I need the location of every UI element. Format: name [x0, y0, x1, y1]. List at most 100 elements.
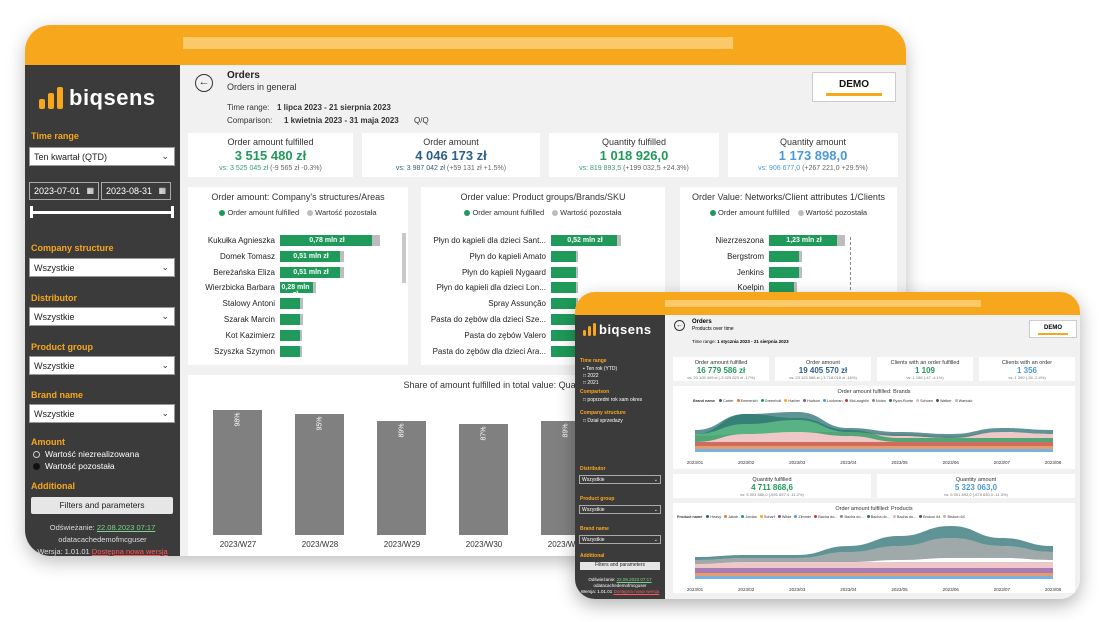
time-range-select[interactable]: Ten kwartał (QTD) ⌄	[29, 147, 175, 166]
bar-row[interactable]: Płyn do kąpieli Amato	[421, 250, 665, 263]
amount-option-remaining[interactable]: Wartość pozostała	[33, 461, 115, 471]
brand-name-select[interactable]: Wszystkie ⌄	[29, 404, 175, 423]
filters-and-parameters-button[interactable]: Filters and parameters	[580, 562, 660, 570]
legend-item[interactable]: Schoen	[913, 399, 933, 403]
product-group-select[interactable]: Wszystkie ⌄	[579, 505, 661, 514]
fulfilled-bar[interactable]	[551, 235, 617, 246]
time-range-option[interactable]: □ 2021	[583, 380, 599, 386]
remaining-bar[interactable]	[576, 282, 578, 294]
legend-item[interactable]: Emmerich	[734, 399, 758, 403]
bar-row[interactable]: Kot Kazimierz	[188, 329, 408, 342]
remaining-bar[interactable]	[576, 250, 578, 262]
back-arrow-icon[interactable]: ←	[674, 320, 685, 331]
fulfilled-bar[interactable]	[280, 314, 300, 325]
legend-item[interactable]: Harber	[781, 399, 800, 403]
panel-scrollbar[interactable]	[402, 233, 406, 283]
legend-item[interactable]: Lockman	[820, 399, 842, 403]
legend-item[interactable]: Bacha do...	[837, 515, 864, 519]
bar-row[interactable]: Płyn do kąpieli dla dzieci Sant... 0,52 m…	[421, 235, 665, 247]
remaining-bar[interactable]	[794, 282, 797, 294]
refresh-link[interactable]: 22.08.2023 07:17	[96, 523, 156, 532]
brand-name-select[interactable]: Wszystkie ⌄	[579, 535, 661, 544]
remaining-bar[interactable]	[799, 250, 802, 262]
legend-item[interactable]: Bacha do...	[890, 515, 916, 519]
ribbon-series[interactable]	[695, 442, 1053, 446]
bar-row[interactable]: Niezrzeszona 1,23 mln zł	[680, 235, 897, 247]
date-range-slider[interactable]	[30, 211, 174, 214]
fulfilled-bar[interactable]	[551, 250, 576, 262]
legend-item[interactable]: Jakob	[721, 515, 738, 519]
bar-row[interactable]: Koelpin	[680, 282, 897, 294]
share-bar[interactable]: 87%	[459, 423, 508, 535]
bar-row[interactable]: Szyszka Szymon	[188, 345, 408, 358]
slider-handle-right[interactable]	[171, 206, 174, 218]
ribbon-series[interactable]	[695, 449, 1053, 452]
remaining-bar[interactable]	[576, 266, 578, 278]
back-arrow-icon[interactable]: ←	[195, 74, 213, 92]
fulfilled-bar[interactable]	[551, 298, 576, 310]
ribbon-series[interactable]	[695, 538, 1053, 564]
ribbon-series[interactable]	[695, 573, 1053, 576]
remaining-bar[interactable]	[340, 250, 344, 262]
fulfilled-bar[interactable]	[551, 329, 576, 341]
ribbon-series[interactable]	[695, 526, 1053, 560]
remaining-bar[interactable]	[313, 282, 316, 294]
bar-row[interactable]: Stalowy Antoni	[188, 298, 408, 310]
remaining-bar[interactable]	[837, 235, 845, 246]
slider-handle-left[interactable]	[30, 206, 33, 218]
fulfilled-bar[interactable]	[551, 266, 576, 278]
legend-item[interactable]: Bacha do...	[864, 515, 890, 519]
bar-row[interactable]: Bereżańska Eliza 0,51 mln zł	[188, 266, 408, 279]
legend-item[interactable]: Nolan	[869, 399, 886, 403]
remaining-bar[interactable]	[617, 235, 621, 246]
fulfilled-bar[interactable]	[551, 314, 576, 325]
bar-row[interactable]: Kukułka Agnieszka 0,78 mln zł	[188, 235, 408, 247]
amount-option-unrealized[interactable]: Wartość niezrealizowana	[33, 449, 139, 459]
remaining-bar[interactable]	[372, 235, 380, 246]
fulfilled-bar[interactable]	[769, 282, 794, 294]
legend-item[interactable]: McLaughlin	[842, 399, 869, 403]
remaining-bar[interactable]	[300, 329, 302, 341]
fulfilled-bar[interactable]	[551, 282, 576, 294]
time-range-option[interactable]: ▪ Ten rok (YTD)	[583, 366, 618, 372]
ribbon-series[interactable]	[695, 446, 1053, 449]
date-from-input[interactable]: 2023-07-01 ▦	[29, 182, 99, 200]
time-range-option[interactable]: □ 2022	[583, 373, 599, 379]
remaining-bar[interactable]	[340, 266, 344, 278]
remaining-bar[interactable]	[300, 345, 302, 357]
bar-row[interactable]: Szarak Marcin	[188, 314, 408, 326]
bar-row[interactable]: Jenkins	[680, 266, 897, 279]
legend-item[interactable]: Brukun 64	[916, 515, 940, 519]
new-version-link[interactable]: Dostępna nowa wersja	[91, 547, 168, 556]
legend-item[interactable]: Carter	[716, 399, 734, 403]
bar-row[interactable]: Bergstrom	[680, 250, 897, 263]
bar-row[interactable]: Płyn do kąpieli dla dzieci Lon...	[421, 282, 665, 294]
distributor-select[interactable]: Wszystkie ⌄	[579, 475, 661, 484]
fulfilled-bar[interactable]	[769, 266, 799, 278]
product-group-select[interactable]: Wszystkie ⌄	[29, 356, 175, 375]
comparison-option[interactable]: □ poprzedni rok sam okres	[583, 397, 643, 403]
filters-and-parameters-button[interactable]: Filters and parameters	[31, 497, 173, 514]
legend-item[interactable]: Hudson	[800, 399, 820, 403]
company-structure-select[interactable]: Wszystkie ⌄	[29, 258, 175, 277]
ribbon-series[interactable]	[695, 562, 1053, 568]
share-bar[interactable]: 89%	[377, 421, 426, 535]
remaining-bar[interactable]	[300, 298, 303, 310]
legend-item[interactable]: Greenholt	[758, 399, 781, 403]
fulfilled-bar[interactable]	[280, 345, 300, 357]
remaining-bar[interactable]	[300, 314, 303, 325]
fulfilled-bar[interactable]	[769, 235, 837, 246]
fulfilled-bar[interactable]	[280, 250, 340, 262]
fulfilled-bar[interactable]	[280, 329, 300, 341]
legend-item[interactable]: Brukun 64	[940, 515, 965, 519]
ribbon-series[interactable]	[695, 412, 1053, 438]
share-bar[interactable]: 95%	[295, 413, 344, 535]
legend-item[interactable]: Bacha do...	[811, 515, 837, 519]
bar-row[interactable]: Wierzbicka Barbara 0,28 mln zł	[188, 282, 408, 298]
legend-item[interactable]: Wilde	[775, 515, 791, 519]
share-bar[interactable]: 98%	[213, 409, 262, 535]
legend-item[interactable]: Jordan	[738, 515, 757, 519]
legend-item[interactable]: Zimmer	[791, 515, 811, 519]
remaining-bar[interactable]	[799, 266, 802, 278]
legend-item[interactable]: Ryan-Runte	[886, 399, 913, 403]
